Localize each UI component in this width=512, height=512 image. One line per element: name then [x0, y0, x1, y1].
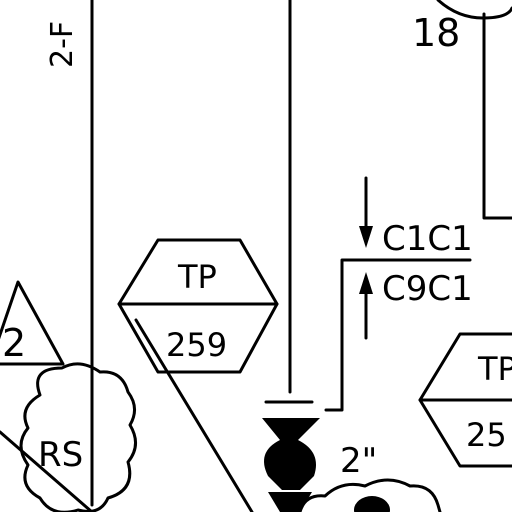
cloud-leader: [0, 430, 94, 512]
process-line-right-elbow: [482, 12, 512, 220]
line-number-18: 18: [412, 11, 460, 55]
triangle-tag-text: 2: [2, 321, 26, 365]
pipe-size-text: 2": [340, 441, 377, 481]
tp-hexagon-right: [418, 332, 512, 468]
flow-label-upper: C1C1: [382, 219, 473, 259]
flow-label-lower: C9C1: [382, 269, 473, 309]
cloud-bottom-right: [298, 478, 442, 512]
tp-left-top-text: TP: [177, 258, 217, 296]
labels: 2-F 18 TP 259 TP 25 C1C1 C9C1 2 RS 2": [2, 11, 512, 481]
arrow-down-head: [359, 226, 373, 248]
control-valve-lower: [268, 492, 312, 512]
tp-left-bottom-text: 259: [166, 326, 227, 364]
cloud-tag-text: RS: [38, 435, 83, 475]
cloud-bottom-blob: [354, 496, 390, 512]
tp-right-top-text: TP: [477, 350, 512, 388]
diagonal-line: [134, 318, 254, 512]
triangle-tag: [0, 280, 65, 366]
signal-line: [324, 258, 472, 412]
line-label-vertical: 2-F: [45, 21, 80, 68]
arrow-up-head: [359, 272, 373, 294]
rs-cloud: [19, 362, 137, 512]
control-valve-body: [262, 418, 320, 490]
tp-right-bottom-text: 25: [466, 416, 507, 454]
